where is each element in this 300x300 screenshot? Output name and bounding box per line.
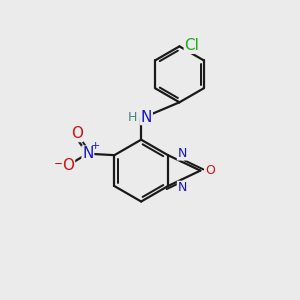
Text: O: O xyxy=(205,164,215,177)
Text: H: H xyxy=(128,110,138,124)
Text: O: O xyxy=(62,158,74,173)
Text: N: N xyxy=(177,147,187,160)
Text: +: + xyxy=(91,141,100,151)
Text: N: N xyxy=(177,181,187,194)
Text: N: N xyxy=(82,146,94,161)
Text: −: − xyxy=(53,158,64,171)
Text: N: N xyxy=(141,110,152,124)
Text: Cl: Cl xyxy=(184,38,199,53)
Text: O: O xyxy=(71,127,83,142)
